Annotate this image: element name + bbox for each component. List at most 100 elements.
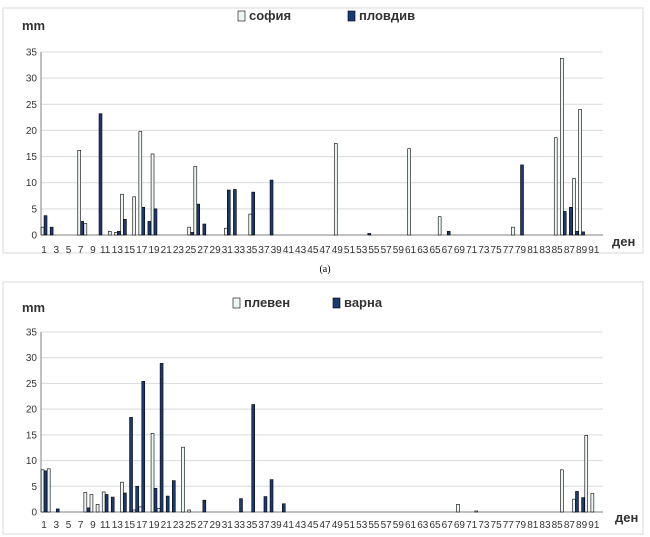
bar-series-1 — [120, 481, 124, 513]
bar-series-2 — [281, 503, 286, 513]
bar-series-2 — [239, 498, 243, 513]
bar-series-1 — [132, 509, 136, 513]
bar-series-2 — [153, 208, 158, 236]
bar-series-2 — [575, 491, 579, 513]
bar-series-1 — [46, 468, 51, 513]
bar-series-2 — [581, 231, 585, 236]
x-tick-label: 1 — [41, 245, 47, 256]
x-tick-label: 1 — [41, 520, 47, 531]
x-tick-label: 51 — [344, 245, 356, 256]
bar-series-2 — [196, 203, 201, 236]
x-tick-label: 65 — [429, 245, 441, 256]
y-tick-label: 5 — [31, 482, 37, 493]
x-tick-label: 9 — [90, 520, 96, 531]
bar-series-2 — [141, 381, 146, 513]
x-tick-label: 59 — [393, 520, 405, 531]
x-axis-unit-label: ден — [615, 510, 638, 525]
x-tick-label: 17 — [136, 245, 148, 256]
bar-series-2 — [251, 191, 255, 236]
x-tick-label: 49 — [332, 245, 344, 256]
x-tick-label: 57 — [381, 245, 393, 256]
x-tick-label: 57 — [381, 520, 393, 531]
y-tick-label: 35 — [26, 328, 38, 339]
bar-series-1 — [553, 137, 558, 236]
bar-series-1 — [89, 494, 94, 513]
x-tick-label: 3 — [53, 520, 59, 531]
y-axis-unit-label: mm — [22, 300, 45, 315]
x-axis-unit-label: ден — [612, 234, 635, 249]
bar-series-1 — [95, 503, 100, 513]
y-tick-label: 0 — [31, 508, 37, 519]
x-tick-label: 67 — [442, 520, 454, 531]
x-tick-label: 15 — [124, 245, 136, 256]
bar-series-2 — [575, 231, 579, 236]
bar-series-2 — [135, 485, 139, 513]
x-tick-label: 55 — [368, 245, 380, 256]
x-tick-label: 31 — [222, 520, 234, 531]
x-tick-label: 5 — [66, 520, 72, 531]
bar-series-1 — [187, 509, 191, 513]
x-tick-label: 25 — [185, 520, 197, 531]
x-tick-label: 37 — [258, 245, 270, 256]
x-tick-label: 41 — [283, 245, 295, 256]
bar-series-2 — [110, 496, 115, 513]
bar-series-1 — [456, 503, 460, 513]
bar-series-1 — [181, 446, 185, 513]
x-tick-label: 45 — [307, 520, 319, 531]
y-tick-label: 10 — [26, 456, 38, 467]
x-tick-label: 13 — [112, 520, 124, 531]
bar-series-1 — [138, 506, 143, 513]
bar-series-2 — [80, 221, 84, 236]
x-tick-label: 25 — [185, 245, 197, 256]
legend-label: софия — [249, 8, 291, 23]
bar-series-2 — [202, 223, 207, 236]
x-tick-label: 89 — [576, 520, 588, 531]
bar-series-2 — [269, 479, 274, 513]
bar-series-1 — [150, 433, 155, 513]
bar-series-2 — [147, 221, 152, 236]
y-tick-label: 35 — [26, 48, 38, 59]
legend-swatch — [332, 297, 341, 309]
x-tick-label: 27 — [197, 245, 209, 256]
bar-series-2 — [86, 507, 91, 513]
y-tick-label: 20 — [26, 405, 38, 416]
x-tick-label: 43 — [295, 520, 307, 531]
legend-swatch — [347, 10, 356, 22]
x-tick-label: 5 — [66, 245, 72, 256]
x-tick-label: 21 — [161, 245, 173, 256]
x-tick-label: 91 — [588, 245, 600, 256]
x-tick-label: 81 — [527, 520, 539, 531]
bar-series-2 — [123, 492, 127, 513]
x-tick-label: 17 — [136, 520, 148, 531]
x-tick-label: 67 — [442, 245, 454, 256]
x-tick-label: 35 — [246, 245, 258, 256]
x-tick-label: 21 — [161, 520, 173, 531]
x-tick-label: 83 — [539, 245, 551, 256]
legend-label: варна — [344, 295, 383, 310]
x-tick-label: 71 — [466, 245, 478, 256]
legend-swatch — [237, 10, 246, 22]
x-tick-label: 85 — [552, 520, 564, 531]
x-tick-label: 75 — [491, 245, 503, 256]
bar-series-1 — [83, 223, 88, 236]
x-tick-label: 55 — [368, 520, 380, 531]
y-tick-label: 15 — [26, 152, 38, 163]
bar-series-2 — [49, 226, 54, 236]
bar-series-2 — [251, 404, 255, 513]
x-tick-label: 53 — [356, 245, 368, 256]
x-tick-label: 77 — [503, 520, 515, 531]
x-tick-label: 7 — [78, 520, 84, 531]
x-tick-label: 73 — [478, 520, 490, 531]
bar-series-2 — [123, 219, 127, 236]
bar-series-1 — [193, 166, 198, 236]
x-tick-label: 33 — [234, 520, 246, 531]
x-tick-label: 65 — [429, 520, 441, 531]
x-tick-label: 39 — [271, 520, 283, 531]
x-tick-label: 39 — [271, 245, 283, 256]
x-tick-label: 15 — [124, 520, 136, 531]
x-tick-label: 19 — [148, 520, 160, 531]
x-tick-label: 51 — [344, 520, 356, 531]
bar-series-2 — [520, 164, 524, 236]
bar-series-2 — [263, 496, 268, 513]
